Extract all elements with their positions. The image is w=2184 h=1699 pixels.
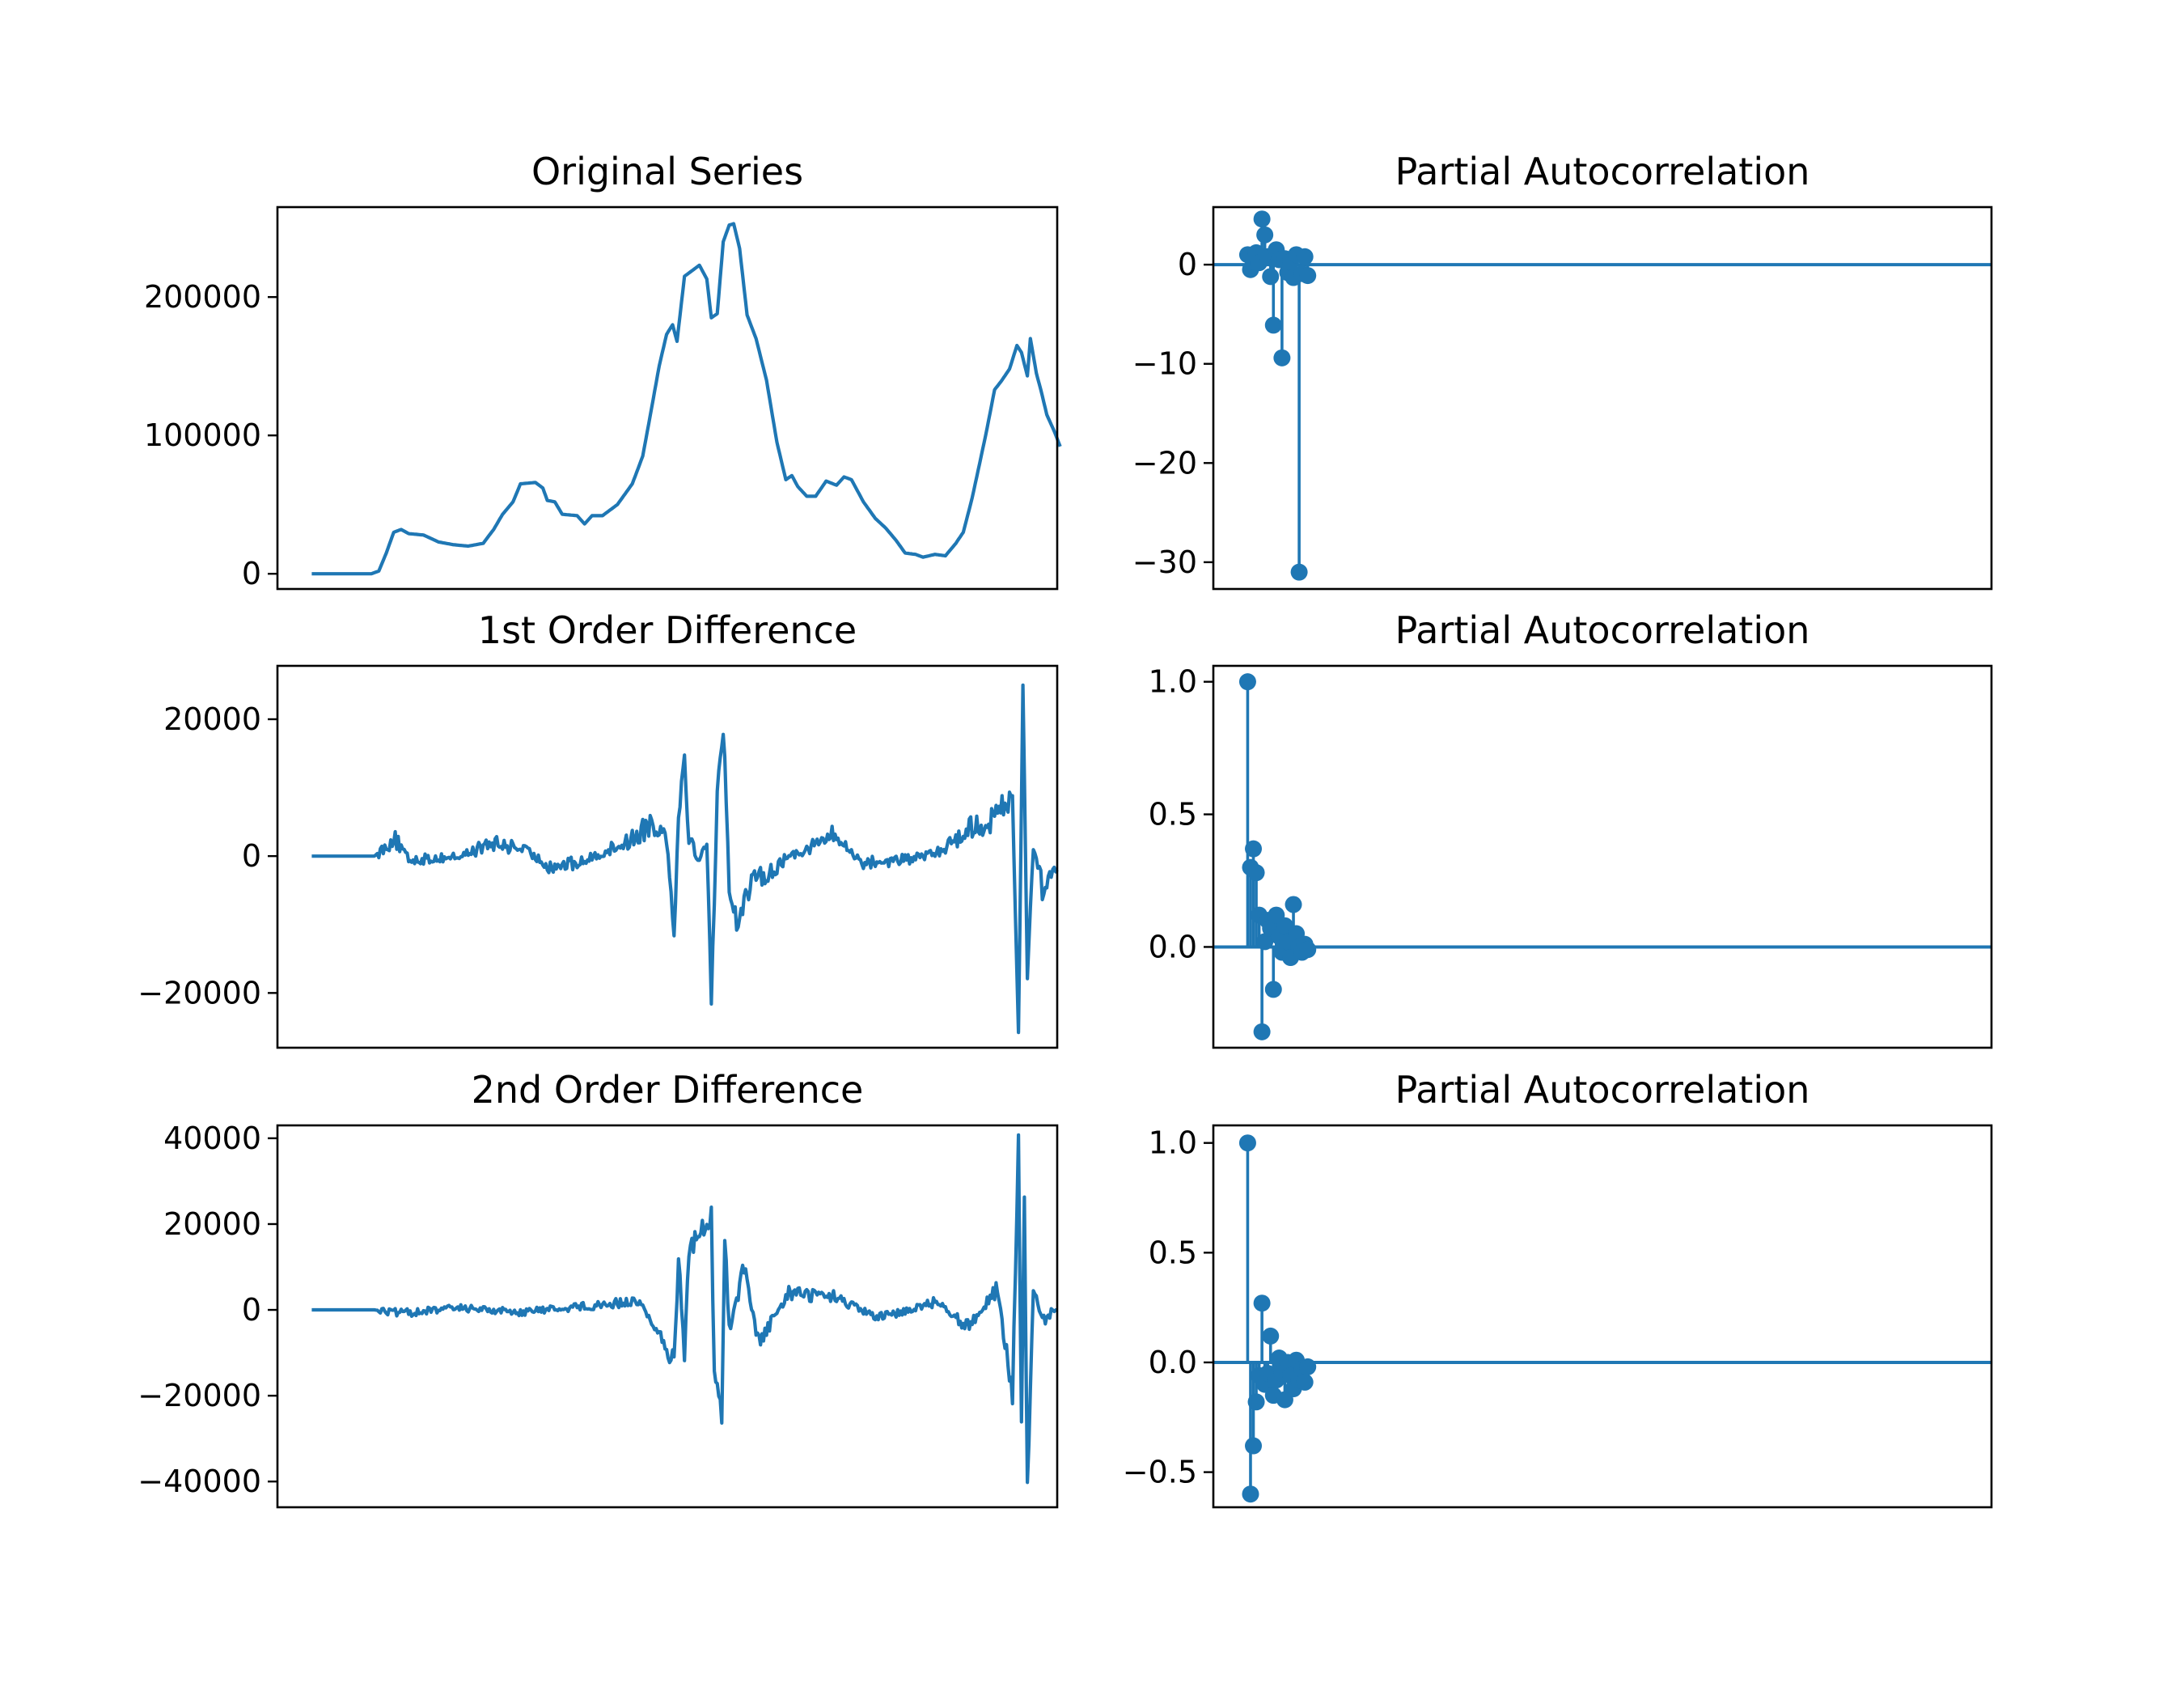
y-tick-label: 0.5 <box>1149 1235 1197 1270</box>
stem-marker <box>1256 226 1274 244</box>
y-ticks: −0.5 0.0 0.5 1.0 <box>1123 1125 1213 1490</box>
y-tick-label: −40000 <box>138 1464 261 1499</box>
panel-title: Partial Autocorrelation <box>1395 1068 1810 1112</box>
y-ticks: −30 −20 −10 0 <box>1132 247 1213 580</box>
y-tick-label: 20000 <box>163 701 261 737</box>
y-tick-label: −20000 <box>138 1378 261 1413</box>
panel-title: 2nd Order Difference <box>472 1068 864 1112</box>
y-tick-label: 0 <box>242 556 261 591</box>
y-tick-label: 100000 <box>144 417 261 453</box>
stem-marker <box>1253 210 1271 228</box>
axes-frame <box>276 664 1059 1049</box>
stem-marker <box>1299 267 1317 285</box>
series-line-path <box>311 222 1062 576</box>
stem-marker <box>1299 1358 1317 1375</box>
series-line-path <box>311 1133 1058 1485</box>
panel-title: Partial Autocorrelation <box>1395 608 1810 652</box>
panel-title: 1st Order Difference <box>478 608 857 652</box>
stem-marker <box>1299 941 1317 959</box>
stem-marks <box>1213 1134 1991 1503</box>
y-tick-label: 0.0 <box>1149 929 1197 964</box>
y-tick-label: −0.5 <box>1123 1455 1197 1490</box>
y-tick-label: −20000 <box>138 975 261 1011</box>
axes-frame <box>1212 664 1993 1049</box>
stem-marker <box>1247 864 1265 882</box>
y-tick-label: −30 <box>1132 544 1197 580</box>
panel-pacf-original: Partial Autocorrelation −30 −20 −10 0 <box>1132 150 1993 591</box>
y-tick-label: 20000 <box>163 1206 261 1242</box>
stem-marker <box>1238 1134 1256 1152</box>
stem-marker <box>1262 268 1280 286</box>
stem-marker <box>1253 1023 1271 1040</box>
stem-marker <box>1296 1373 1314 1391</box>
y-tick-label: 0 <box>242 838 261 874</box>
stem-marker <box>1238 673 1256 691</box>
panel-first-order-difference: 1st Order Difference −20000 0 20000 <box>138 608 1059 1049</box>
y-ticks: 0 100000 200000 <box>144 279 277 591</box>
axes-frame <box>276 1124 1059 1509</box>
axes-frame <box>276 205 1059 591</box>
panel-pacf-first-difference: Partial Autocorrelation 0.0 0.5 1.0 <box>1149 608 1993 1049</box>
y-ticks: −40000 −20000 0 20000 40000 <box>138 1121 277 1499</box>
stem-marks <box>1213 673 1991 1040</box>
series-line-path <box>311 683 1059 1035</box>
y-tick-label: 0 <box>242 1292 261 1328</box>
y-tick-label: 0 <box>1178 247 1197 282</box>
series-line <box>311 1133 1058 1485</box>
y-tick-label: −10 <box>1132 346 1197 382</box>
y-tick-label: 1.0 <box>1149 664 1197 700</box>
panel-title: Partial Autocorrelation <box>1395 150 1810 193</box>
panel-title: Original Series <box>531 150 803 193</box>
panel-second-order-difference: 2nd Order Difference −40000 −20000 0 20000 4… <box>138 1068 1059 1509</box>
stem-marker <box>1264 981 1282 998</box>
y-tick-label: 40000 <box>163 1121 261 1156</box>
y-tick-label: 0.0 <box>1149 1345 1197 1380</box>
y-tick-label: 200000 <box>144 279 261 315</box>
stem-marker <box>1256 933 1274 951</box>
stem-marker <box>1245 1437 1263 1455</box>
stem-marker <box>1290 563 1308 581</box>
series-line <box>311 222 1062 576</box>
y-tick-label: 1.0 <box>1149 1125 1197 1161</box>
y-tick-label: −20 <box>1132 445 1197 481</box>
stem-marker <box>1296 248 1314 265</box>
stem-marker <box>1285 896 1302 913</box>
stem-marker <box>1242 1485 1259 1503</box>
y-ticks: −20000 0 20000 <box>138 701 277 1011</box>
stem-marker <box>1245 840 1263 858</box>
stem-marks <box>1213 210 1991 581</box>
stem-marker <box>1253 1294 1271 1312</box>
panel-pacf-second-difference: Partial Autocorrelation −0.5 0.0 0.5 1.0 <box>1123 1068 1993 1509</box>
panel-original-series: Original Series 0 100000 200000 <box>144 150 1062 591</box>
y-ticks: 0.0 0.5 1.0 <box>1149 664 1213 964</box>
stem-marker <box>1262 1327 1280 1345</box>
stem-marker <box>1273 349 1291 366</box>
axes-frame <box>1212 205 1993 591</box>
stem-marker <box>1264 316 1282 334</box>
y-tick-label: 0.5 <box>1149 797 1197 833</box>
stem-marker <box>1247 1393 1265 1411</box>
axes-frame <box>1212 1124 1993 1509</box>
series-line <box>311 683 1059 1035</box>
